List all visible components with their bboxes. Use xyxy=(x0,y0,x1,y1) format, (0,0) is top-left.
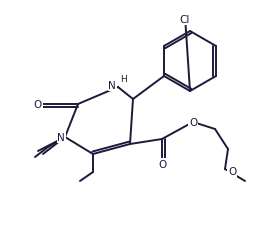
Text: O: O xyxy=(158,159,166,169)
Text: N: N xyxy=(108,81,116,91)
Text: O: O xyxy=(228,166,236,176)
Text: O: O xyxy=(34,100,42,110)
Text: H: H xyxy=(120,75,127,84)
Text: Cl: Cl xyxy=(180,15,190,25)
Text: O: O xyxy=(189,118,197,128)
Text: N: N xyxy=(57,132,65,142)
